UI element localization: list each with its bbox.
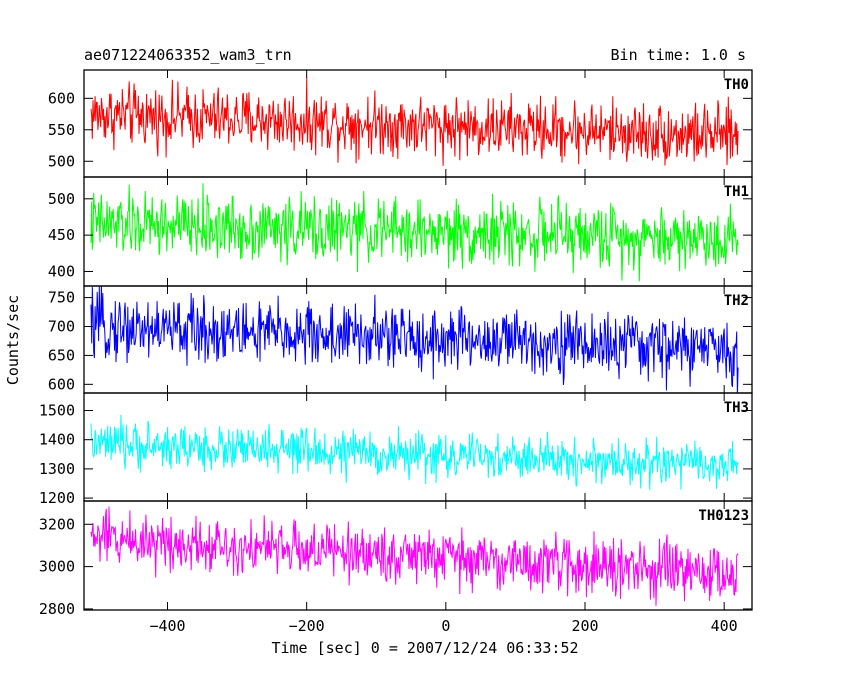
series-line-th0 bbox=[90, 77, 739, 166]
panel-label: TH1 bbox=[724, 184, 749, 200]
series-line-th0123 bbox=[90, 506, 739, 606]
y-tick-label: 1500 bbox=[39, 402, 75, 420]
x-tick-label: 400 bbox=[711, 617, 738, 635]
y-tick-label: 500 bbox=[48, 152, 75, 170]
panel-th2: 600 650 700 750 TH2 bbox=[48, 285, 753, 394]
panel-th3: 1200 1300 1400 1500 TH3 bbox=[39, 392, 753, 507]
y-tick-label: 1200 bbox=[39, 489, 75, 507]
y-axis-label: Counts/sec bbox=[4, 295, 22, 385]
y-tick-label: 750 bbox=[48, 289, 75, 307]
y-tick-label: 450 bbox=[48, 226, 75, 244]
y-tick-label: 700 bbox=[48, 317, 75, 335]
x-tick-label: 0 bbox=[441, 617, 450, 635]
panel-label: TH0123 bbox=[698, 508, 749, 524]
x-tick-label: 200 bbox=[571, 617, 598, 635]
x-tick-label: −400 bbox=[149, 617, 185, 635]
y-tick-label: 3200 bbox=[39, 515, 75, 533]
panel-frame bbox=[83, 176, 753, 287]
panel-th0123: 2800 3000 3200 TH0123 bbox=[39, 500, 753, 618]
panels-group: 500 550 600 TH0 400 450 500 TH1 600 650 700 750 TH2 1… bbox=[39, 69, 753, 618]
panel-frame bbox=[83, 500, 753, 611]
panel-label: TH0 bbox=[724, 77, 749, 93]
y-tick-label: 500 bbox=[48, 190, 75, 208]
panel-label: TH3 bbox=[724, 400, 749, 416]
y-tick-label: 550 bbox=[48, 121, 75, 139]
series-line-th3 bbox=[90, 414, 739, 491]
bin-time-label: Bin time: 1.0 s bbox=[611, 46, 746, 64]
y-tick-label: 1300 bbox=[39, 460, 75, 478]
y-tick-label: 600 bbox=[48, 89, 75, 107]
panel-label: TH2 bbox=[724, 293, 749, 309]
panel-th1: 400 450 500 TH1 bbox=[48, 176, 753, 287]
y-tick-label: 3000 bbox=[39, 558, 75, 576]
y-tick-label: 600 bbox=[48, 375, 75, 393]
x-axis: −400 −200 0 200 400 bbox=[149, 617, 737, 635]
y-tick-label: 400 bbox=[48, 262, 75, 280]
panel-frame bbox=[83, 69, 753, 178]
y-tick-label: 1400 bbox=[39, 431, 75, 449]
series-line-th1 bbox=[90, 183, 739, 282]
x-tick-label: −200 bbox=[289, 617, 325, 635]
panel-th0: 500 550 600 TH0 bbox=[48, 69, 753, 178]
y-tick-label: 650 bbox=[48, 346, 75, 364]
y-tick-label: 2800 bbox=[39, 600, 75, 618]
series-line-th2 bbox=[90, 286, 739, 393]
chart-title: ae071224063352_wam3_trn bbox=[84, 46, 292, 64]
x-axis-label: Time [sec] 0 = 2007/12/24 06:33:52 bbox=[271, 639, 578, 657]
